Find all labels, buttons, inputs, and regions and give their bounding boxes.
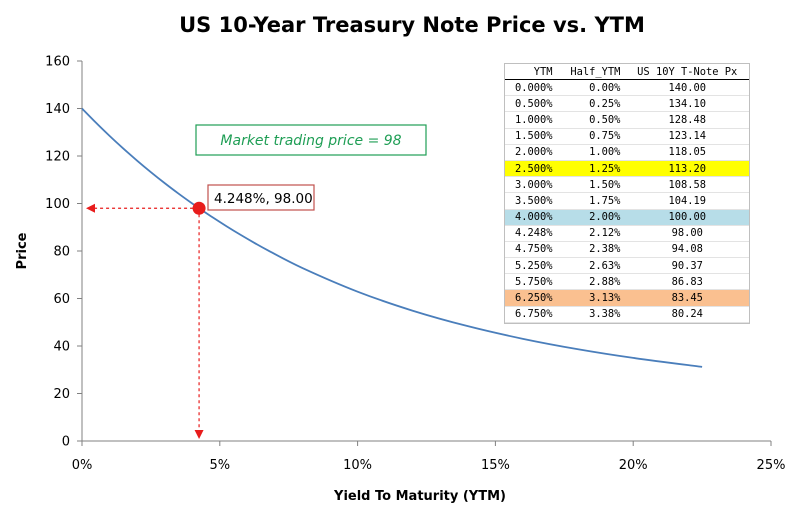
price-curve [81, 107, 703, 368]
data-table-panel: YTM Half_YTM US 10Y T-Note Px 0.000% 0.00… [504, 63, 750, 324]
cell-half-ytm: 2.12% [557, 225, 626, 242]
table-row: 3.500% 1.75% 104.19 [505, 192, 749, 210]
x-tick-label: 15% [481, 458, 510, 473]
cell-price: 80.24 [625, 306, 749, 323]
cell-price: 118.05 [625, 144, 749, 161]
cell-ytm: 0.000% [505, 79, 558, 97]
table-row: 4.000% 2.00% 100.00 [505, 209, 749, 226]
x-tick-label: 20% [619, 458, 648, 473]
cell-ytm: 6.750% [505, 306, 558, 323]
point-callout: 4.248%, 98.00 [207, 184, 315, 211]
cell-half-ytm: 2.88% [557, 273, 626, 291]
market-price-annotation: Market trading price = 98 [195, 124, 427, 156]
cell-ytm: 4.000% [505, 209, 558, 226]
table-row: 4.750% 2.38% 94.08 [505, 241, 749, 259]
y-tick-label: 140 [45, 102, 70, 117]
table-row: 5.250% 2.63% 90.37 [505, 257, 749, 275]
annotation-text: Market trading price = 98 [220, 133, 401, 149]
cell-ytm: 2.500% [505, 160, 558, 178]
y-axis-title: Price [15, 232, 30, 269]
cell-ytm: 6.250% [505, 289, 558, 307]
cell-half-ytm: 0.50% [557, 111, 626, 129]
cell-ytm: 3.000% [505, 176, 558, 194]
cell-half-ytm: 1.00% [557, 144, 626, 161]
y-tick-label: 0 [62, 435, 70, 450]
table-row: 1.500% 0.75% 123.14 [505, 128, 749, 145]
tick-labels: 0% 5% 10% 15% 20% 25% 0 20 40 60 80 100 120 140 160 [45, 55, 785, 474]
chart-title: US 10-Year Treasury Note Price vs. YTM [179, 13, 645, 37]
table-row: 3.000% 1.50% 108.58 [505, 176, 749, 194]
header-half-ytm: Half_YTM [557, 64, 626, 80]
cell-price: 140.00 [625, 79, 749, 97]
y-tick-label: 20 [53, 387, 70, 402]
cell-half-ytm: 0.00% [557, 79, 626, 97]
cell-half-ytm: 1.50% [557, 176, 626, 194]
table-row: 1.000% 0.50% 128.48 [505, 111, 749, 129]
cell-half-ytm: 1.75% [557, 192, 626, 210]
left-arrowhead [86, 203, 95, 213]
cell-ytm: 1.000% [505, 111, 558, 129]
cell-price: 100.00 [625, 209, 749, 226]
table-row: 4.248% 2.12% 98.00 [505, 225, 749, 242]
table-row: 6.750% 3.38% 80.24 [505, 306, 749, 323]
cell-price: 94.08 [625, 241, 749, 259]
price-table: YTM Half_YTM US 10Y T-Note Px 0.000% 0.00… [505, 64, 749, 323]
table-row: 0.500% 0.25% 134.10 [505, 95, 749, 113]
cell-half-ytm: 2.63% [557, 257, 626, 275]
table-row: 5.750% 2.88% 86.83 [505, 273, 749, 291]
cell-price: 86.83 [625, 273, 749, 291]
table-row: 6.250% 3.13% 83.45 [505, 289, 749, 307]
table-row: 2.500% 1.25% 113.20 [505, 160, 749, 178]
cell-half-ytm: 2.00% [557, 209, 626, 226]
table-header-row: YTM Half_YTM US 10Y T-Note Px [505, 64, 749, 80]
cell-ytm: 4.750% [505, 241, 558, 259]
cell-ytm: 5.250% [505, 257, 558, 275]
x-tick-label: 5% [209, 458, 230, 473]
cell-half-ytm: 3.38% [557, 306, 626, 323]
cell-ytm: 1.500% [505, 128, 558, 145]
callout-box [207, 184, 315, 211]
cell-half-ytm: 2.38% [557, 241, 626, 259]
cell-price: 128.48 [625, 111, 749, 129]
cell-price: 104.19 [625, 192, 749, 210]
y-tick-label: 40 [53, 340, 70, 355]
down-arrowhead [194, 430, 204, 439]
header-price: US 10Y T-Note Px [625, 64, 749, 80]
guide-arrows [86, 203, 204, 439]
cell-price: 90.37 [625, 257, 749, 275]
cell-half-ytm: 0.25% [557, 95, 626, 113]
highlight-point [192, 201, 206, 215]
y-tick-label: 120 [45, 150, 70, 165]
header-ytm: YTM [505, 64, 558, 80]
cell-price: 98.00 [625, 225, 749, 242]
cell-ytm: 5.750% [505, 273, 558, 291]
x-tick-label: 25% [757, 458, 786, 473]
table-row: 0.000% 0.00% 140.00 [505, 79, 749, 97]
cell-price: 123.14 [625, 128, 749, 145]
y-tick-label: 60 [53, 292, 70, 307]
table-row: 2.000% 1.00% 118.05 [505, 144, 749, 161]
cell-ytm: 3.500% [505, 192, 558, 210]
y-tick-label: 160 [45, 55, 70, 70]
y-tick-label: 100 [45, 197, 70, 212]
cell-half-ytm: 0.75% [557, 128, 626, 145]
annotation-box [195, 124, 427, 156]
callout-label: 4.248%, 98.00 [214, 191, 313, 207]
cell-ytm: 0.500% [505, 95, 558, 113]
x-axis-title: Yield To Maturity (YTM) [333, 489, 506, 504]
x-tick-label: 10% [343, 458, 372, 473]
cell-price: 108.58 [625, 176, 749, 194]
cell-half-ytm: 1.25% [557, 160, 626, 178]
cell-ytm: 2.000% [505, 144, 558, 161]
cell-ytm: 4.248% [505, 225, 558, 242]
cell-price: 113.20 [625, 160, 749, 178]
x-tick-label: 0% [72, 458, 93, 473]
cell-price: 83.45 [625, 289, 749, 307]
cell-half-ytm: 3.13% [557, 289, 626, 307]
y-tick-label: 80 [53, 245, 70, 260]
cell-price: 134.10 [625, 95, 749, 113]
